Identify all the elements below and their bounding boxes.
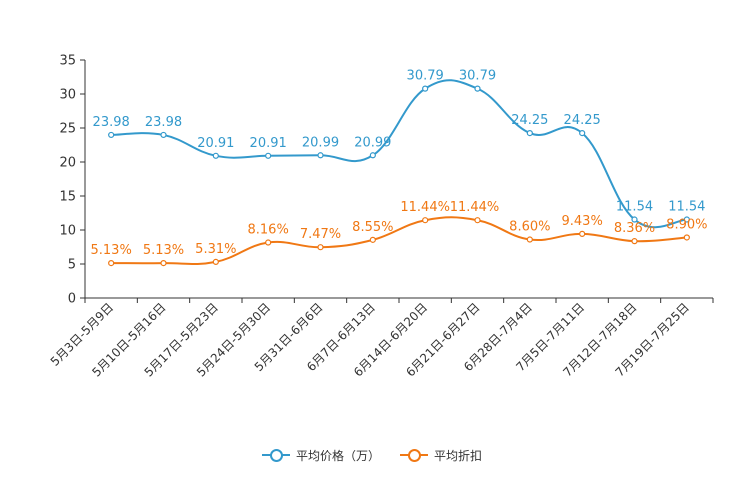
axes: 051015202530355月3日-5月9日5月10日-5月16日5月17日-… xyxy=(48,54,714,380)
price-point xyxy=(265,152,272,159)
discount-point xyxy=(422,217,429,224)
discount-point xyxy=(160,260,167,267)
legend: 平均价格（万） 平均折扣 xyxy=(0,444,744,466)
legend-item-discount[interactable]: 平均折扣 xyxy=(400,447,482,464)
discount-point xyxy=(526,236,533,243)
price-data-label: 11.54 xyxy=(616,200,653,215)
y-tick-label: 20 xyxy=(59,156,76,171)
price-data-label: 20.99 xyxy=(302,135,339,150)
discount-data-label: 8.90% xyxy=(666,217,707,232)
y-tick-label: 5 xyxy=(68,258,76,273)
legend-price-icon xyxy=(261,448,290,462)
price-point xyxy=(369,152,376,159)
price-point xyxy=(317,152,324,159)
discount-point xyxy=(369,236,376,243)
price-data-label: 24.25 xyxy=(511,113,548,128)
discount-series-line xyxy=(111,216,687,266)
discount-data-label: 8.36% xyxy=(614,221,655,236)
price-data-label: 24.25 xyxy=(564,113,601,128)
price-point xyxy=(683,216,690,223)
price-point xyxy=(579,130,586,137)
price-data-label: 23.98 xyxy=(93,115,130,130)
discount-data-label: 5.13% xyxy=(143,243,184,258)
price-series-line xyxy=(111,79,687,229)
discount-data-label: 5.13% xyxy=(91,243,132,258)
legend-discount-icon xyxy=(400,448,428,462)
y-tick-label: 30 xyxy=(59,88,76,103)
discount-point xyxy=(683,234,690,241)
discount-point xyxy=(474,217,481,224)
y-tick-label: 15 xyxy=(59,190,76,205)
price-data-label: 30.79 xyxy=(459,69,496,84)
price-data-label: 20.99 xyxy=(354,135,391,150)
price-point xyxy=(474,85,481,92)
price-data-label: 23.98 xyxy=(145,115,182,130)
price-point xyxy=(212,152,219,159)
price-point xyxy=(160,131,167,139)
discount-data-label: 8.55% xyxy=(352,220,393,235)
price-data-label: 11.54 xyxy=(668,200,705,215)
discount-data-label: 5.31% xyxy=(195,242,236,257)
discount-point xyxy=(212,258,219,265)
discount-data-label: 11.44% xyxy=(450,200,500,215)
discount-point xyxy=(631,238,638,245)
discount-data-label: 9.43% xyxy=(562,214,603,229)
y-tick-label: 10 xyxy=(59,224,76,239)
discount-data-label: 8.16% xyxy=(248,223,289,238)
legend-item-price[interactable]: 平均价格（万） xyxy=(261,447,380,464)
discount-point xyxy=(579,230,586,237)
legend-discount-label: 平均折扣 xyxy=(434,448,483,463)
price-point xyxy=(526,130,533,137)
y-tick-label: 0 xyxy=(68,292,76,307)
y-tick-label: 35 xyxy=(59,54,76,69)
price-data-label: 20.91 xyxy=(197,136,234,151)
discount-data-label: 11.44% xyxy=(400,200,450,215)
y-tick-label: 25 xyxy=(59,122,76,137)
price-data-label: 20.91 xyxy=(250,136,287,151)
price-data-label: 30.79 xyxy=(407,69,444,84)
discount-point xyxy=(108,260,115,267)
legend-price-label: 平均价格（万） xyxy=(295,448,380,463)
price-point xyxy=(108,131,115,139)
price-point xyxy=(422,85,429,92)
discount-point xyxy=(265,239,272,246)
discount-data-label: 7.47% xyxy=(300,227,341,242)
price-point xyxy=(631,216,638,223)
discount-data-label: 8.60% xyxy=(509,220,550,235)
line-chart: 051015202530355月3日-5月9日5月10日-5月16日5月17日-… xyxy=(48,54,714,380)
series-layer: 23.98 23.98 20.91 20.91 20.99 20.99 30.79 30.79… xyxy=(91,69,707,267)
discount-point xyxy=(317,244,324,251)
